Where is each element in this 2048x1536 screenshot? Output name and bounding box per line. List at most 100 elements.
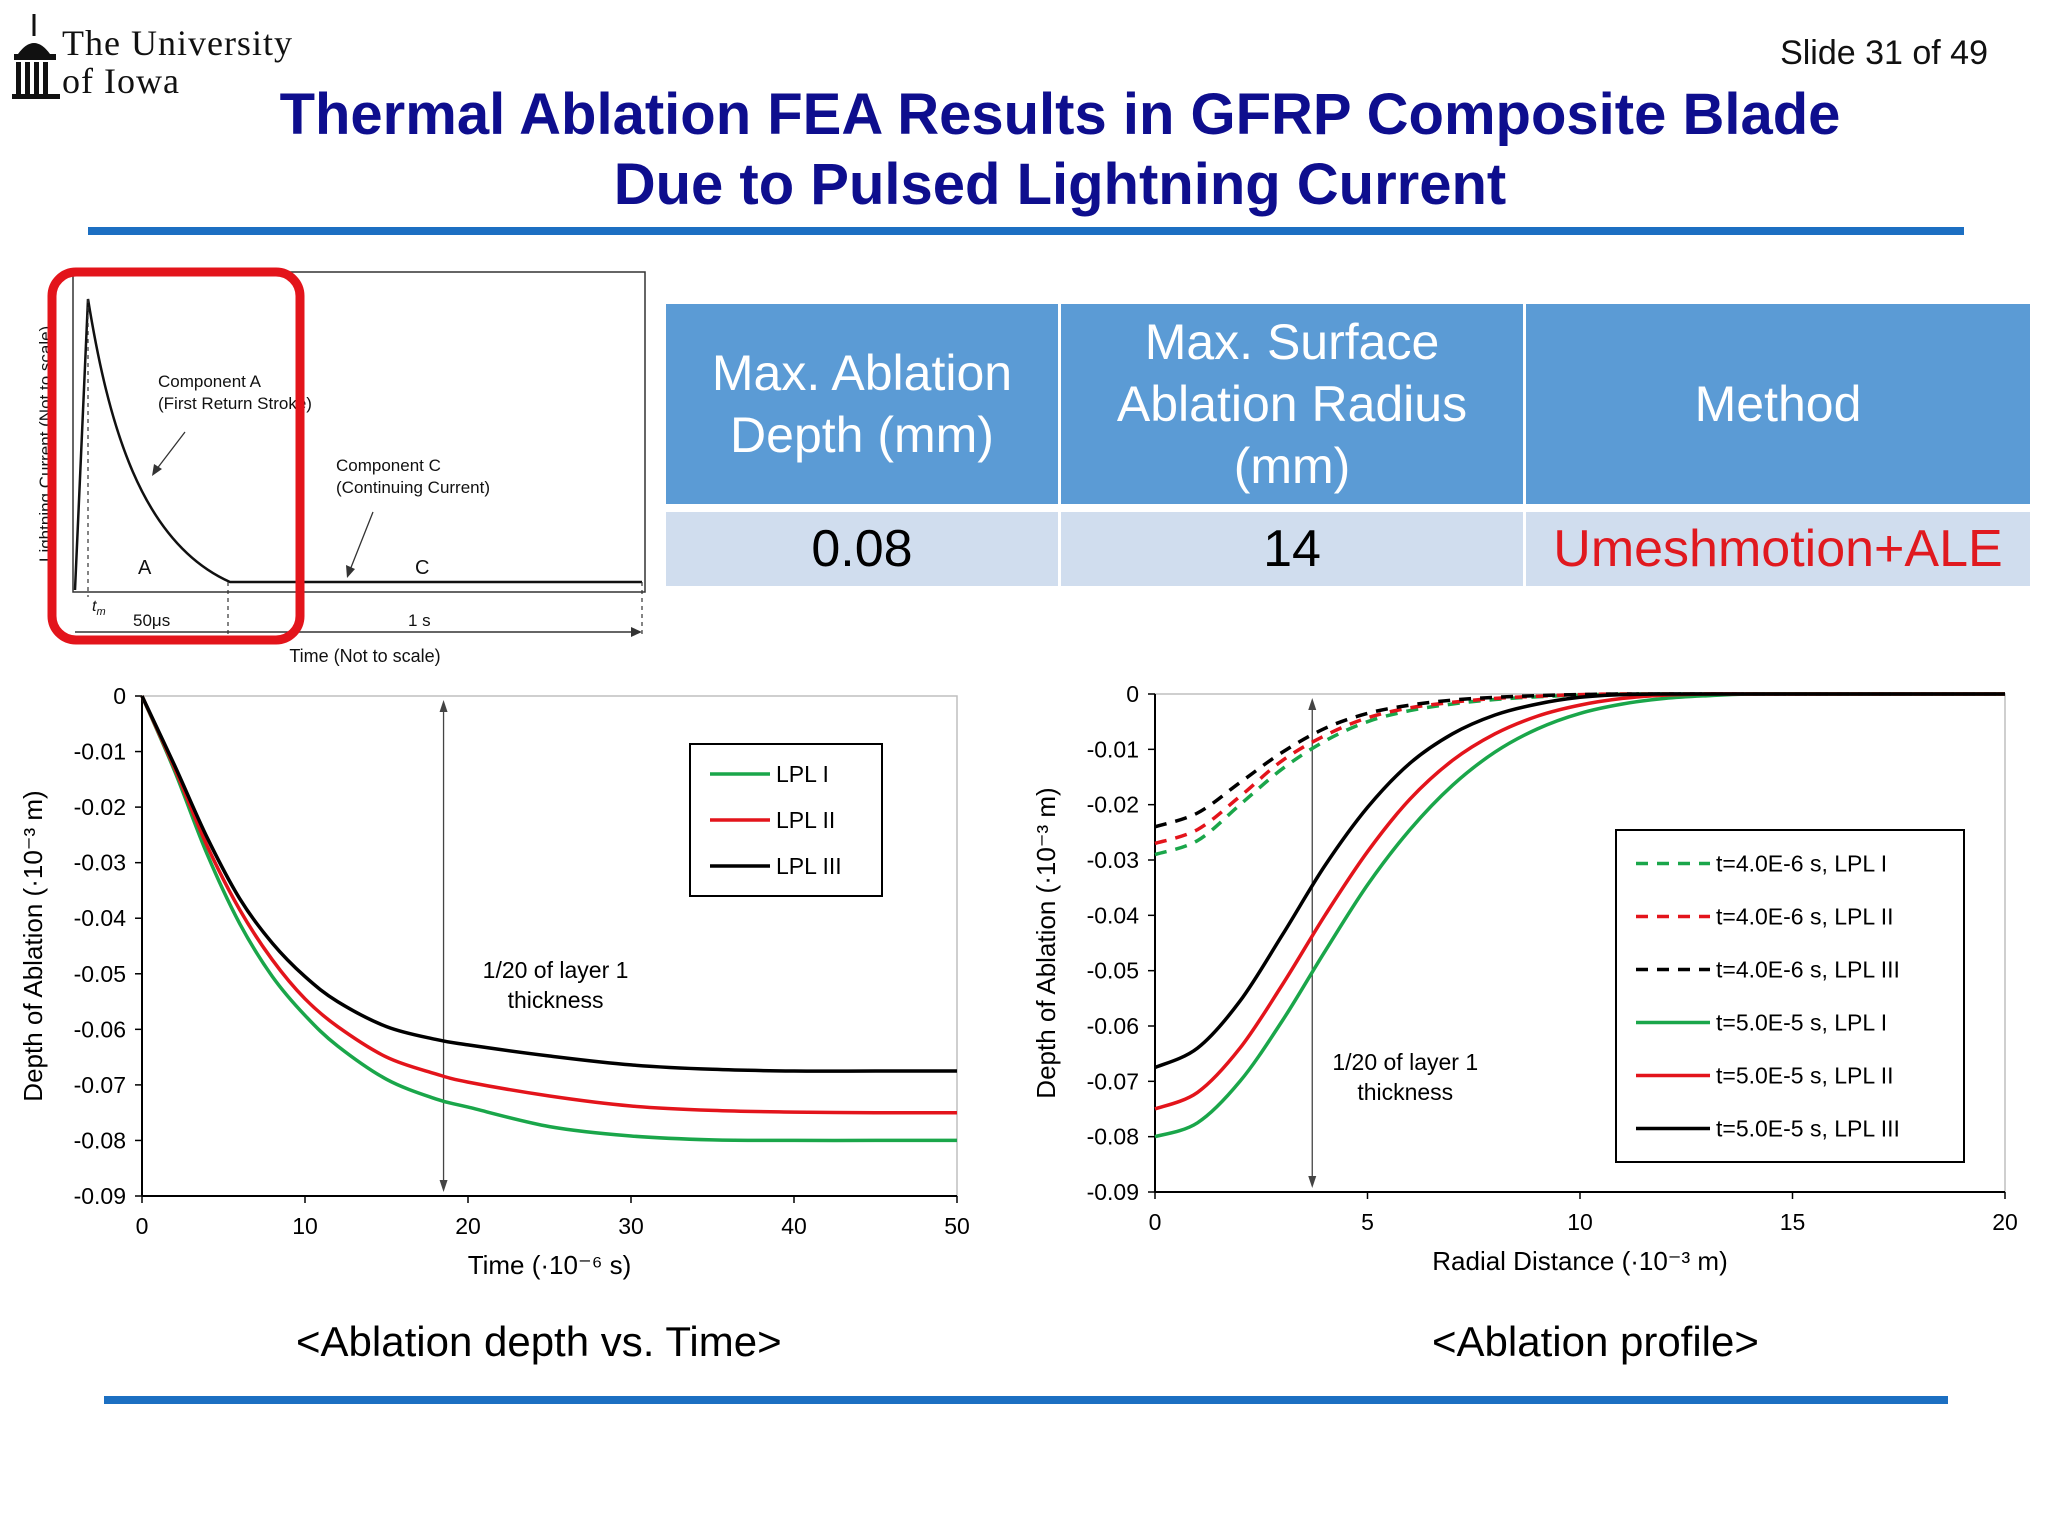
x-tick-label: 5 bbox=[1361, 1209, 1374, 1235]
y-tick-label: -0.06 bbox=[74, 1016, 126, 1042]
y-tick-label: 0 bbox=[1126, 681, 1139, 707]
comp-c-sublabel: (Continuing Current) bbox=[336, 478, 490, 497]
annotation-arrow-bottom bbox=[1308, 1176, 1317, 1188]
comp-a-pointer bbox=[155, 431, 186, 471]
logo-line-2: of Iowa bbox=[62, 61, 180, 101]
comp-a-label: Component A bbox=[158, 372, 262, 391]
waveform-xlabel: Time (Not to scale) bbox=[289, 646, 440, 666]
legend-label: t=4.0E-6 s, LPL III bbox=[1716, 957, 1900, 983]
annotation-label-line2: thickness bbox=[508, 987, 604, 1013]
x-axis-label: Radial Distance (·10⁻³ m) bbox=[1432, 1246, 1727, 1276]
legend-label: t=4.0E-6 s, LPL I bbox=[1716, 851, 1887, 877]
annotation-label-line2: thickness bbox=[1357, 1079, 1453, 1105]
tm-label-subscript: m bbox=[96, 606, 105, 618]
value-method: Umeshmotion+ALE bbox=[1524, 508, 2030, 586]
comp-c-label: Component C bbox=[336, 456, 441, 475]
y-tick-label: -0.01 bbox=[74, 739, 126, 765]
caption-ablation-profile: <Ablation profile> bbox=[1432, 1318, 1759, 1365]
legend-box bbox=[689, 743, 883, 897]
caption-ablation-depth: <Ablation depth vs. Time> bbox=[296, 1318, 782, 1365]
y-tick-label: -0.05 bbox=[1087, 958, 1139, 984]
legend-label: LPL I bbox=[776, 761, 829, 787]
duration-50us: 50μs bbox=[133, 611, 170, 630]
top-divider bbox=[88, 227, 1964, 235]
x-tick-label: 0 bbox=[136, 1213, 149, 1239]
y-tick-label: -0.03 bbox=[74, 850, 126, 876]
value-max-radius: 14 bbox=[1059, 508, 1526, 586]
legend-label: LPL II bbox=[776, 807, 835, 833]
header-max-radius: Max. Surface Ablation Radius (mm) bbox=[1059, 304, 1526, 512]
legend-label: LPL III bbox=[776, 853, 842, 879]
legend-box bbox=[1615, 829, 1965, 1163]
annotation-arrow-top bbox=[439, 700, 448, 712]
label-c: C bbox=[415, 557, 429, 579]
slide-title: Thermal Ablation FEA Results in GFRP Com… bbox=[200, 80, 1920, 220]
component-a-highlight-box bbox=[47, 267, 305, 645]
duration-1s: 1 s bbox=[408, 611, 431, 630]
x-tick-label: 50 bbox=[944, 1213, 970, 1239]
x-tick-label: 40 bbox=[781, 1213, 807, 1239]
y-axis-label: Depth of Ablation (·10⁻³ m) bbox=[1031, 787, 1061, 1098]
value-max-depth: 0.08 bbox=[666, 508, 1061, 586]
ablation-depth-vs-time-chart: 0 -0.01 -0.02 -0.03 -0.04 -0.05 -0.06 -0.07 -0.0… bbox=[18, 683, 970, 1280]
x-tick-label: 20 bbox=[1992, 1209, 2018, 1235]
y-axis-label: Depth of Ablation (·10⁻³ m) bbox=[18, 790, 48, 1101]
title-line-1: Thermal Ablation FEA Results in GFRP Com… bbox=[279, 82, 1841, 147]
title-line-2: Due to Pulsed Lightning Current bbox=[613, 152, 1507, 217]
tm-label: tm bbox=[92, 598, 106, 618]
y-tick-label: -0.02 bbox=[74, 794, 126, 820]
bottom-divider bbox=[104, 1396, 1948, 1404]
y-tick-label: -0.08 bbox=[74, 1127, 126, 1153]
old-capitol-icon bbox=[12, 14, 60, 99]
series-line-2 bbox=[140, 695, 958, 1115]
x-tick-label: 10 bbox=[1567, 1209, 1593, 1235]
waveform-frame bbox=[72, 271, 646, 593]
y-tick-label: -0.03 bbox=[1087, 847, 1139, 873]
x-tick-label: 10 bbox=[292, 1213, 318, 1239]
comp-a-sublabel: (First Return Stroke) bbox=[158, 394, 312, 413]
y-tick-label: -0.09 bbox=[74, 1183, 126, 1209]
time-axis-arrow bbox=[631, 627, 642, 637]
x-tick-label: 20 bbox=[455, 1213, 481, 1239]
y-tick-label: -0.07 bbox=[74, 1072, 126, 1098]
y-tick-label: -0.02 bbox=[1087, 792, 1139, 818]
slide-number: Slide 31 of 49 bbox=[1780, 34, 1988, 72]
tm-label-t: t bbox=[92, 598, 97, 615]
header-method: Method bbox=[1524, 304, 2030, 512]
logo-line-1: The University bbox=[62, 23, 293, 63]
annotation-label-line1: 1/20 of layer 1 bbox=[483, 957, 629, 983]
results-header-row: Max. Ablation Depth (mm) Max. Surface Ab… bbox=[666, 304, 2030, 512]
university-logo bbox=[12, 14, 60, 99]
x-tick-label: 30 bbox=[618, 1213, 644, 1239]
label-a: A bbox=[138, 557, 152, 579]
y-tick-label: -0.04 bbox=[1087, 902, 1140, 928]
y-tick-label: -0.07 bbox=[1087, 1068, 1139, 1094]
comp-c-pointer bbox=[349, 511, 374, 571]
annotation-arrow-top bbox=[1308, 698, 1317, 710]
comp-c-pointer-head bbox=[346, 565, 355, 578]
series-line-3 bbox=[140, 695, 957, 1073]
results-data-row: 0.08 14 Umeshmotion+ALE bbox=[666, 508, 2030, 586]
legend-label: t=5.0E-5 s, LPL II bbox=[1716, 1063, 1894, 1089]
waveform-curve bbox=[73, 298, 642, 591]
x-axis-label: Time (·10⁻⁶ s) bbox=[468, 1250, 632, 1280]
series-line-6 bbox=[1154, 692, 2005, 1070]
ablation-profile-chart: 0 -0.01 -0.02 -0.03 -0.04 -0.05 -0.06 -0.07 -0.0… bbox=[1031, 681, 2018, 1276]
y-tick-label: -0.01 bbox=[1087, 736, 1139, 762]
y-tick-label: -0.04 bbox=[74, 905, 127, 931]
series-line-1 bbox=[140, 695, 957, 1143]
y-tick-label: -0.06 bbox=[1087, 1013, 1139, 1039]
annotation-label-line1: 1/20 of layer 1 bbox=[1332, 1049, 1478, 1075]
comp-a-pointer-head bbox=[152, 464, 162, 476]
y-tick-label: 0 bbox=[113, 683, 126, 709]
legend-label: t=5.0E-5 s, LPL III bbox=[1716, 1116, 1900, 1142]
y-tick-label: -0.05 bbox=[74, 961, 126, 987]
y-tick-label: -0.08 bbox=[1087, 1124, 1139, 1150]
lightning-waveform-diagram: Component A (First Return Stroke) Compon… bbox=[36, 267, 646, 666]
annotation-arrow-bottom bbox=[439, 1180, 448, 1192]
x-tick-label: 15 bbox=[1780, 1209, 1806, 1235]
y-tick-label: -0.09 bbox=[1087, 1179, 1139, 1205]
legend-label: t=4.0E-6 s, LPL II bbox=[1716, 904, 1894, 930]
x-tick-label: 0 bbox=[1149, 1209, 1162, 1235]
header-max-depth: Max. Ablation Depth (mm) bbox=[666, 304, 1061, 512]
